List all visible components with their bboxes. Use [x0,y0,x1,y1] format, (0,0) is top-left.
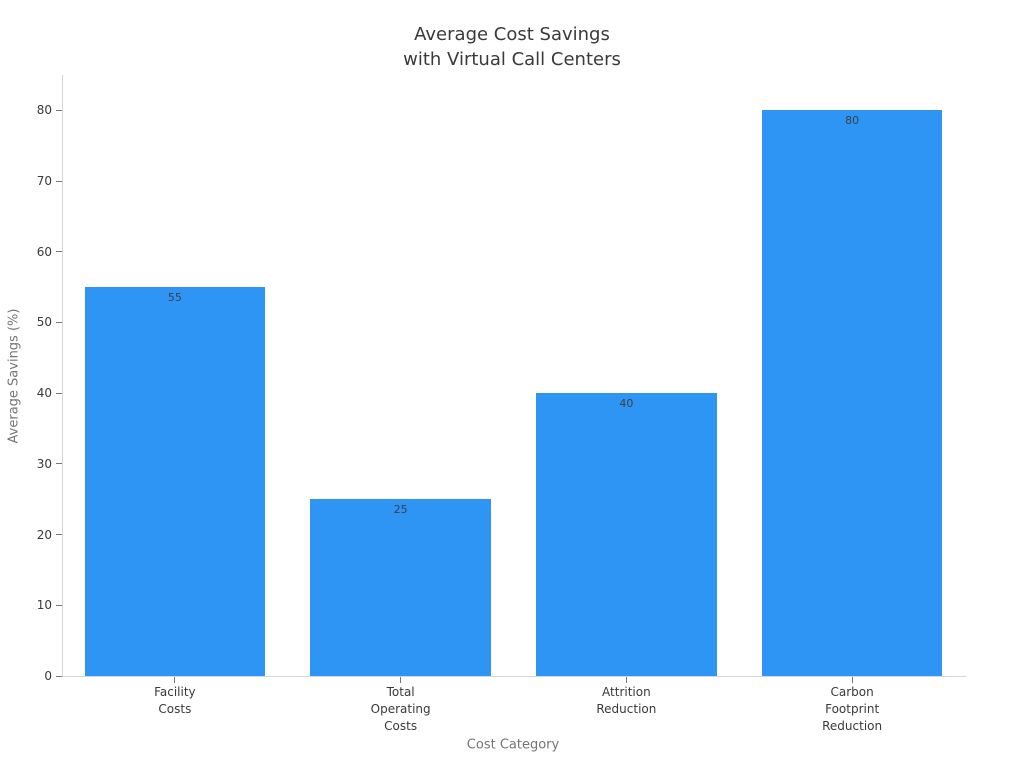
y-tick-mark [56,392,62,394]
x-tick-label: Carbon Footprint Reduction [822,685,883,733]
y-tick-label: 80 [36,103,52,118]
x-tick-label: Facility Costs [154,685,196,716]
x-tick-mark [625,677,627,683]
chart-title: Average Cost Savings with Virtual Call C… [403,24,621,70]
bar-value-label: 80 [845,114,860,128]
y-tick-mark [56,180,62,182]
y-tick-label: 60 [36,244,52,259]
y-tick-label: 20 [36,527,52,542]
x-tick-label: Total Operating Costs [370,685,431,733]
y-tick-mark [56,463,62,465]
bar-value-label: 40 [619,397,634,411]
bar [536,393,717,676]
x-tick-label: Attrition Reduction [596,685,657,716]
y-tick-mark [56,604,62,606]
y-tick-mark [56,321,62,323]
x-axis-label: Cost Category [466,737,560,753]
bar-value-label: 25 [393,503,408,517]
y-tick-mark [56,251,62,253]
y-tick-mark [56,675,62,677]
y-tick-label: 30 [36,456,52,471]
y-tick-label: 70 [36,174,52,189]
plot-area [62,75,966,677]
y-tick-label: 50 [36,315,52,330]
x-tick-mark [174,677,176,683]
y-tick-mark [56,109,62,111]
y-tick-label: 10 [36,598,52,613]
y-axis-label: Average Savings (%) [6,308,22,444]
bar [310,499,491,676]
y-tick-label: 0 [44,669,52,683]
bar [761,110,943,676]
bar [84,287,266,676]
x-tick-mark [851,677,853,683]
y-tick-label: 40 [36,386,52,401]
y-tick-mark [56,534,62,536]
x-tick-mark [400,677,402,683]
bar-value-label: 55 [167,291,182,305]
